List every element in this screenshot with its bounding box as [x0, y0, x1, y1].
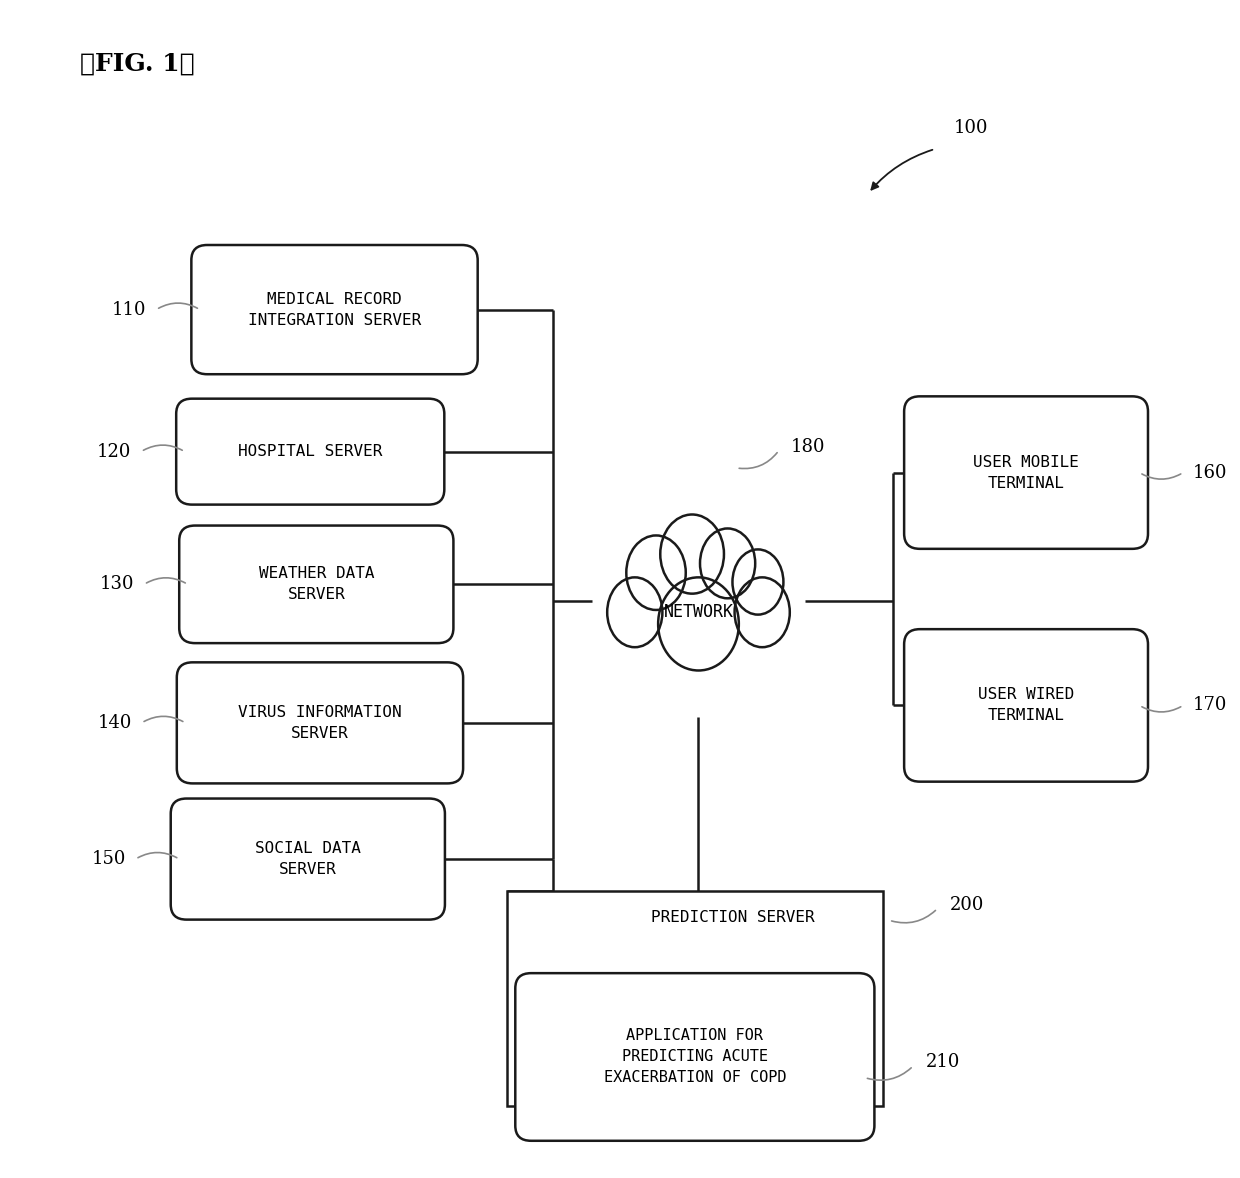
- Ellipse shape: [733, 549, 784, 615]
- Text: NETWORK: NETWORK: [663, 603, 734, 621]
- Text: 210: 210: [925, 1053, 960, 1072]
- Text: APPLICATION FOR
PREDICTING ACUTE
EXACERBATION OF COPD: APPLICATION FOR PREDICTING ACUTE EXACERB…: [604, 1028, 786, 1085]
- Text: USER MOBILE
TERMINAL: USER MOBILE TERMINAL: [973, 455, 1079, 490]
- FancyBboxPatch shape: [171, 799, 445, 920]
- Text: HOSPITAL SERVER: HOSPITAL SERVER: [238, 444, 382, 459]
- Bar: [507, 891, 883, 1106]
- Ellipse shape: [626, 536, 686, 610]
- FancyBboxPatch shape: [191, 245, 477, 375]
- FancyBboxPatch shape: [176, 398, 444, 504]
- Text: 200: 200: [950, 896, 985, 914]
- Text: VIRUS INFORMATION
SERVER: VIRUS INFORMATION SERVER: [238, 704, 402, 741]
- Text: PREDICTION SERVER: PREDICTION SERVER: [651, 909, 815, 925]
- Text: SOCIAL DATA
SERVER: SOCIAL DATA SERVER: [255, 841, 361, 878]
- Text: 160: 160: [1193, 464, 1228, 482]
- Text: 100: 100: [954, 119, 988, 137]
- Text: USER WIRED
TERMINAL: USER WIRED TERMINAL: [978, 688, 1074, 723]
- Text: 130: 130: [100, 575, 134, 594]
- Text: 「FIG. 1」: 「FIG. 1」: [79, 51, 195, 75]
- Text: 110: 110: [112, 300, 146, 318]
- FancyBboxPatch shape: [180, 525, 454, 643]
- FancyBboxPatch shape: [904, 629, 1148, 782]
- Ellipse shape: [658, 577, 739, 670]
- Ellipse shape: [660, 515, 724, 594]
- Text: 150: 150: [92, 851, 125, 868]
- Text: 180: 180: [791, 438, 826, 456]
- Text: 120: 120: [97, 443, 131, 461]
- Ellipse shape: [608, 577, 662, 647]
- FancyBboxPatch shape: [177, 662, 463, 783]
- Text: MEDICAL RECORD
INTEGRATION SERVER: MEDICAL RECORD INTEGRATION SERVER: [248, 292, 422, 327]
- Text: 140: 140: [98, 714, 131, 732]
- FancyBboxPatch shape: [516, 973, 874, 1140]
- Ellipse shape: [734, 577, 790, 647]
- Text: 170: 170: [1193, 696, 1228, 714]
- Ellipse shape: [701, 529, 755, 598]
- FancyBboxPatch shape: [904, 396, 1148, 549]
- Text: WEATHER DATA
SERVER: WEATHER DATA SERVER: [259, 567, 374, 602]
